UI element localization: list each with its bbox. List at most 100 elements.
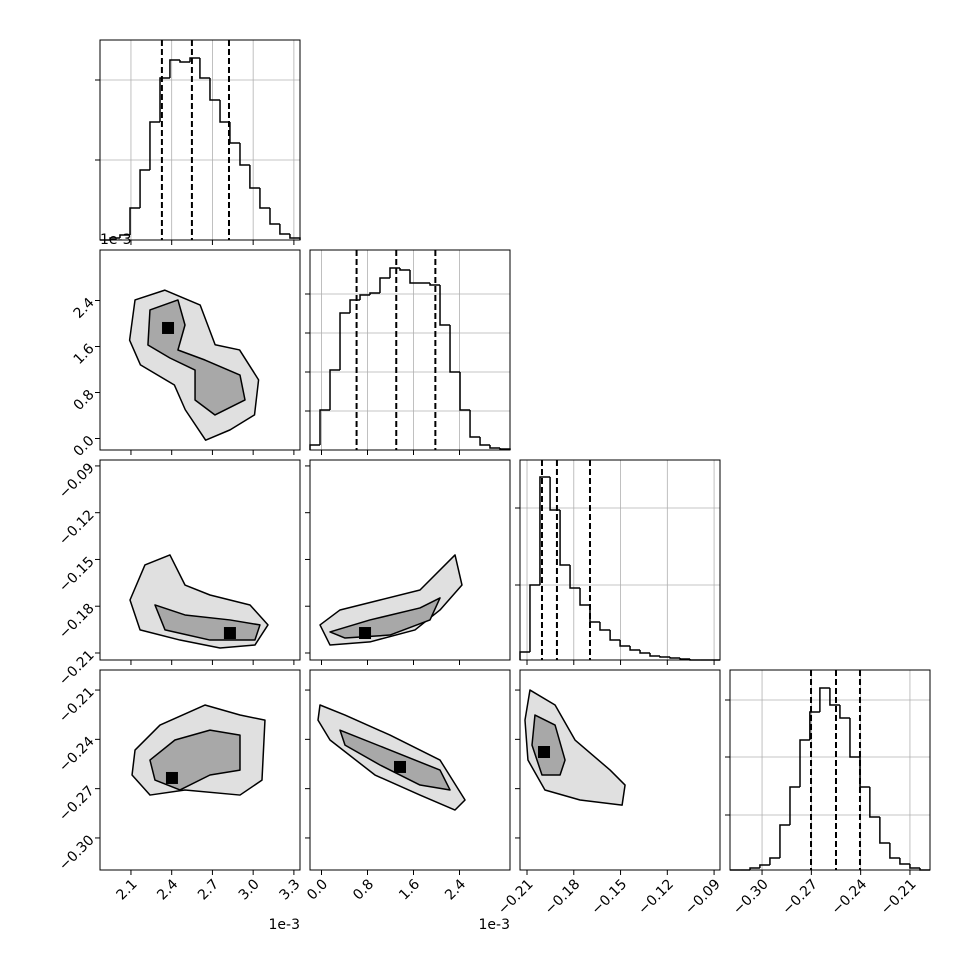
- x-tick-label: 2.7: [195, 876, 222, 903]
- histogram-step: [219, 100, 230, 123]
- histogram-step: [569, 565, 581, 589]
- panel-frame: [519, 669, 721, 871]
- histogram-step: [199, 58, 210, 79]
- histogram-step: [149, 121, 161, 170]
- histogram-step: [849, 718, 860, 758]
- histogram-step: [319, 409, 331, 445]
- histogram-step: [799, 739, 810, 787]
- histogram-step: [549, 477, 561, 511]
- y-tick-label: −0.15: [56, 554, 98, 596]
- histogram-step: [489, 445, 500, 449]
- density-peak: [162, 321, 175, 334]
- y-tick-label: 0.0: [71, 433, 98, 460]
- panel-frame: [99, 249, 301, 451]
- y-tick-label: 2.4: [71, 295, 98, 322]
- x-tick-label: −0.18: [542, 876, 584, 918]
- histogram-step: [839, 705, 850, 719]
- histogram-step: [329, 369, 341, 410]
- histogram-step: [139, 169, 150, 208]
- histogram-step: [769, 857, 780, 865]
- x-tick-label: −0.12: [635, 876, 677, 918]
- histogram-step: [619, 640, 631, 647]
- histogram-step: [529, 584, 540, 652]
- panel-frame: [99, 39, 301, 241]
- contour: [531, 714, 566, 776]
- histogram-step: [379, 277, 390, 293]
- histogram-step: [589, 605, 600, 623]
- histogram-step: [909, 864, 920, 869]
- histogram-step: [179, 60, 191, 63]
- histogram-step: [879, 817, 890, 844]
- histogram-step: [269, 208, 280, 225]
- histogram-step: [789, 786, 801, 825]
- density-peak: [359, 627, 372, 640]
- histogram-step: [559, 510, 571, 566]
- x-tick-label: −0.27: [779, 876, 821, 918]
- histogram-step: [349, 299, 361, 313]
- histogram-step: [639, 650, 651, 654]
- panel-frame: [309, 669, 511, 871]
- contour: [524, 689, 626, 806]
- histogram-step: [599, 622, 611, 631]
- histogram-step: [429, 283, 441, 286]
- histogram-step: [309, 444, 321, 450]
- x-tick-label: −0.24: [829, 876, 871, 918]
- x-tick-label: 0.8: [350, 876, 377, 903]
- histogram-step: [899, 858, 910, 865]
- y-tick-label: 1.6: [71, 341, 98, 368]
- histogram-step: [439, 285, 451, 326]
- histogram-step: [609, 630, 621, 641]
- histogram-step: [809, 711, 820, 740]
- panel-frame: [99, 669, 301, 871]
- histogram-step: [659, 656, 671, 658]
- histogram-step: [859, 757, 870, 788]
- histogram-step: [629, 646, 641, 651]
- histogram-step: [779, 824, 790, 858]
- histogram-step: [409, 270, 421, 284]
- histogram-step: [519, 651, 530, 660]
- y-offset-label: 1e-3: [100, 232, 131, 248]
- histogram-step: [459, 372, 471, 411]
- histogram-step: [339, 312, 351, 370]
- histogram-step: [869, 787, 880, 818]
- y-tick-label: −0.21: [56, 647, 98, 689]
- histogram-step: [889, 843, 900, 859]
- histogram-step: [469, 410, 481, 438]
- x-tick-label: 0.0: [304, 876, 331, 903]
- histogram-step: [229, 122, 240, 144]
- histogram-step: [239, 143, 250, 166]
- y-tick-label: −0.27: [56, 783, 98, 825]
- histogram-step: [649, 653, 660, 657]
- histogram-step: [249, 165, 260, 189]
- histogram-step: [359, 294, 370, 300]
- x-tick-label: 2.4: [154, 876, 181, 903]
- y-tick-label: −0.12: [56, 507, 98, 549]
- panel-frame: [99, 459, 301, 661]
- y-tick-label: −0.09: [56, 460, 98, 502]
- density-peak: [393, 760, 406, 773]
- histogram-step: [829, 688, 840, 706]
- x-tick-label: −0.30: [730, 876, 772, 918]
- y-tick-label: −0.30: [56, 832, 98, 874]
- y-tick-label: −0.21: [56, 684, 98, 726]
- histogram-step: [389, 267, 400, 278]
- histogram-step: [669, 657, 681, 659]
- panel-frame: [729, 669, 931, 871]
- x-tick-label: −0.21: [495, 876, 537, 918]
- histogram-step: [169, 59, 180, 78]
- histogram-step: [159, 77, 170, 122]
- histogram-step: [259, 188, 270, 209]
- histogram-step: [679, 658, 691, 660]
- y-tick-label: −0.18: [56, 601, 98, 643]
- histogram-step: [289, 234, 301, 240]
- histogram-step: [119, 234, 131, 238]
- panel-frame: [309, 249, 511, 451]
- histogram-step: [399, 268, 410, 271]
- histogram-step: [209, 78, 221, 101]
- x-tick-label: −0.09: [682, 876, 724, 918]
- y-tick-label: 0.8: [71, 387, 98, 414]
- x-offset-label: 1e-3: [479, 917, 510, 933]
- histogram-step: [449, 325, 461, 373]
